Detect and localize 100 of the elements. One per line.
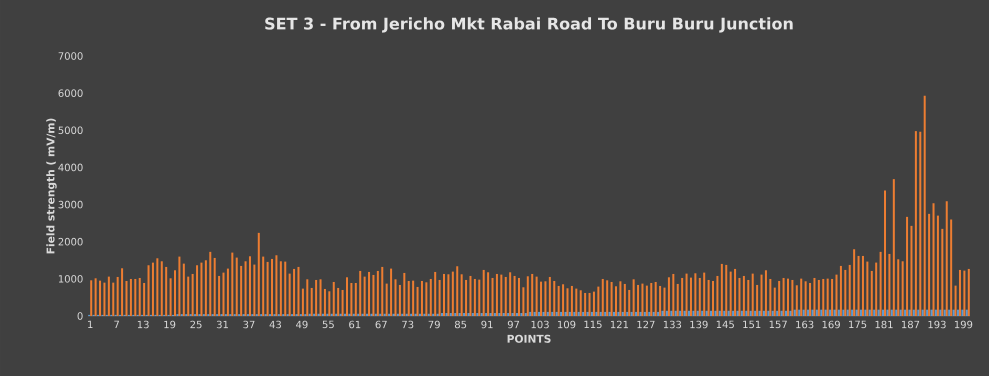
bar: [780, 310, 783, 316]
bar: [209, 252, 212, 316]
bar: [536, 276, 538, 316]
bar: [666, 310, 668, 316]
bar: [846, 310, 849, 316]
bar: [416, 286, 419, 316]
bar: [834, 310, 836, 316]
bar: [829, 310, 832, 316]
bar: [880, 252, 882, 316]
bar: [930, 310, 933, 316]
bar: [222, 272, 225, 316]
bar: [121, 268, 124, 316]
bar: [204, 260, 207, 316]
bar: [465, 280, 468, 316]
bar: [890, 310, 893, 316]
bar: [676, 284, 679, 316]
bar: [573, 312, 576, 316]
x-tick-label: 85: [454, 320, 466, 328]
bar: [769, 278, 772, 316]
x-tick-label: 49: [296, 320, 308, 328]
bar: [657, 312, 660, 316]
x-tick-label: 43: [270, 320, 281, 328]
bar: [617, 312, 620, 316]
bar: [492, 278, 494, 316]
bar: [531, 274, 534, 316]
bar: [434, 272, 436, 316]
x-tick-label: 19: [164, 320, 176, 328]
bar: [398, 284, 401, 316]
bar: [650, 282, 652, 316]
bar: [482, 270, 485, 316]
bar: [725, 264, 728, 316]
bar: [420, 280, 423, 316]
bar: [703, 272, 706, 316]
bar: [592, 292, 595, 316]
bar: [728, 310, 730, 316]
bar: [778, 280, 780, 316]
bar: [546, 312, 549, 316]
x-tick-label: 181: [876, 320, 893, 328]
bar: [134, 278, 136, 316]
bar: [226, 268, 229, 316]
bar: [842, 310, 844, 316]
bar: [654, 282, 657, 316]
bar: [750, 310, 752, 316]
x-tick-label: 67: [376, 320, 387, 328]
bar: [910, 226, 912, 316]
bar: [688, 310, 690, 316]
bar: [337, 288, 340, 316]
bar: [928, 214, 930, 316]
bar: [590, 312, 593, 316]
bar: [174, 270, 176, 316]
bar: [170, 278, 172, 316]
bar: [626, 312, 628, 316]
bar: [674, 310, 677, 316]
bar: [858, 256, 860, 316]
bar: [350, 282, 352, 316]
y-tick-label: 3000: [58, 200, 83, 208]
bar: [944, 310, 946, 316]
bar: [480, 313, 483, 316]
bar: [738, 278, 740, 316]
bar: [648, 312, 650, 316]
bar: [266, 262, 269, 316]
bar: [934, 310, 937, 316]
bar: [681, 278, 684, 316]
bar: [445, 313, 448, 316]
bar: [952, 310, 955, 316]
bar: [694, 273, 696, 316]
bar: [632, 279, 635, 316]
bar: [710, 310, 712, 316]
bar: [236, 258, 238, 316]
bar: [315, 280, 318, 316]
bar: [906, 216, 908, 316]
bar: [244, 261, 247, 316]
bar: [551, 312, 554, 316]
bar: [156, 258, 158, 316]
bar: [714, 310, 716, 316]
bar: [534, 312, 536, 316]
bar: [438, 280, 441, 316]
bar: [275, 255, 278, 316]
x-tick-label: 1: [88, 320, 92, 328]
bar: [165, 266, 168, 316]
bar: [507, 313, 510, 316]
x-tick-label: 25: [190, 320, 202, 328]
bar: [588, 292, 591, 316]
x-tick-label: 91: [481, 320, 493, 328]
bar: [376, 270, 379, 316]
bar: [870, 270, 873, 316]
bar: [646, 286, 648, 316]
bar: [90, 280, 92, 316]
bar: [346, 277, 348, 316]
bar: [562, 284, 564, 316]
x-tick-label: 37: [243, 320, 254, 328]
bar: [430, 278, 432, 316]
bar: [248, 256, 251, 316]
bar: [288, 274, 291, 316]
bar: [668, 277, 670, 316]
bar: [302, 288, 304, 316]
bar: [878, 310, 880, 316]
y-tick-label: 7000: [58, 52, 83, 60]
bar: [359, 270, 362, 316]
bar: [320, 279, 322, 316]
